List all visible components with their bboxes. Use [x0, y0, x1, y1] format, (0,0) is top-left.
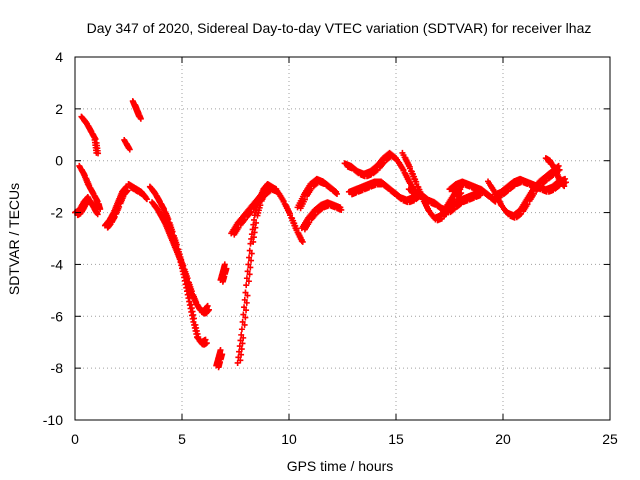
data-point-marker — [458, 190, 465, 197]
data-point-marker — [204, 302, 211, 309]
data-point-marker — [299, 238, 306, 245]
y-tick-label: -8 — [51, 360, 64, 376]
data-point-marker — [238, 351, 245, 358]
data-point-marker — [240, 334, 247, 341]
data-point-marker — [562, 175, 569, 182]
data-point-marker — [253, 219, 260, 226]
data-point-marker — [524, 201, 531, 208]
data-point-marker — [235, 224, 242, 231]
data-point-marker — [333, 188, 340, 195]
data-point-marker — [93, 149, 100, 156]
y-tick-label: -10 — [43, 412, 63, 428]
data-point-marker — [241, 296, 248, 303]
x-tick-label: 5 — [178, 431, 186, 447]
y-tick-label: -6 — [51, 308, 64, 324]
chart-title: Day 347 of 2020, Sidereal Day-to-day VTE… — [87, 20, 592, 36]
series-arc-k — [213, 346, 226, 371]
data-point-marker — [245, 278, 252, 285]
data-point-marker — [217, 346, 224, 353]
data-point-marker — [337, 204, 344, 211]
data-point-marker — [247, 264, 254, 271]
data-point-marker — [203, 340, 210, 347]
series-arc-m — [228, 183, 306, 245]
y-tick-label: 0 — [55, 153, 63, 169]
data-point-marker — [301, 196, 308, 203]
data-point-marker — [246, 254, 253, 261]
data-point-marker — [306, 219, 313, 226]
data-point-marker — [243, 275, 250, 282]
data-point-marker — [332, 187, 339, 194]
data-point-marker — [237, 357, 244, 364]
data-point-marker — [238, 346, 245, 353]
x-tick-label: 10 — [281, 431, 297, 447]
series-arc-j — [217, 261, 230, 285]
data-point-marker — [238, 326, 245, 333]
series-arc-b — [78, 113, 102, 157]
data-point-marker — [221, 261, 228, 268]
data-point-marker — [240, 311, 247, 318]
data-point-marker — [243, 307, 250, 314]
data-point-marker — [124, 187, 131, 194]
data-point-marker — [241, 321, 248, 328]
series-arc-s — [405, 186, 484, 216]
series-arc-t — [446, 178, 499, 205]
data-point-marker — [136, 113, 143, 120]
data-point-marker — [559, 181, 566, 188]
data-point-marker — [205, 306, 212, 313]
axis-ticks: 0 5 10 15 20 25 -10 -8 -6 -4 -2 0 2 4 — [43, 49, 618, 447]
data-point-marker — [243, 282, 250, 289]
series-arc-f — [129, 98, 144, 122]
data-point-marker — [243, 299, 250, 306]
data-point-marker — [239, 340, 246, 347]
x-axis-label: GPS time / hours — [287, 458, 394, 474]
data-point-marker — [244, 292, 251, 299]
series-arc-e — [121, 136, 133, 153]
data-point-marker — [248, 257, 255, 264]
x-tick-label: 25 — [602, 431, 618, 447]
series-arc-p — [341, 149, 420, 197]
series-arc-w — [542, 155, 568, 190]
y-tick-label: -4 — [51, 256, 64, 272]
x-tick-label: 20 — [495, 431, 511, 447]
data-point-marker — [116, 203, 123, 210]
series-arc-c — [76, 162, 104, 213]
plot-frame — [74, 56, 611, 421]
data-point-marker — [248, 250, 255, 257]
data-point-marker — [242, 314, 249, 321]
data-point-marker — [555, 162, 562, 169]
data-point-marker — [219, 351, 226, 358]
data-point-marker — [298, 238, 305, 245]
data-point-marker — [530, 190, 537, 197]
y-tick-label: 2 — [55, 101, 63, 117]
x-tick-label: 0 — [71, 431, 79, 447]
y-tick-label: -2 — [51, 205, 64, 221]
data-point-marker — [202, 336, 209, 343]
data-point-marker — [223, 265, 230, 272]
series-arc-o — [298, 199, 345, 233]
grid-lines — [75, 57, 610, 420]
series-arc-i — [149, 199, 212, 317]
series-arc-g — [125, 181, 150, 203]
series-arc-a — [72, 194, 101, 219]
data-point-marker — [95, 204, 102, 211]
y-tick-label: 4 — [55, 49, 63, 65]
data-points — [72, 98, 569, 371]
y-axis-label: SDTVAR / TECUs — [6, 183, 22, 295]
data-point-marker — [93, 209, 100, 216]
data-point-marker — [111, 213, 118, 220]
data-point-marker — [125, 144, 132, 151]
series-arc-v — [491, 175, 569, 200]
data-point-marker — [142, 194, 149, 201]
x-tick-label: 15 — [388, 431, 404, 447]
series-arc-d — [101, 183, 131, 231]
data-point-marker — [246, 271, 253, 278]
series-arc-n — [294, 175, 341, 212]
